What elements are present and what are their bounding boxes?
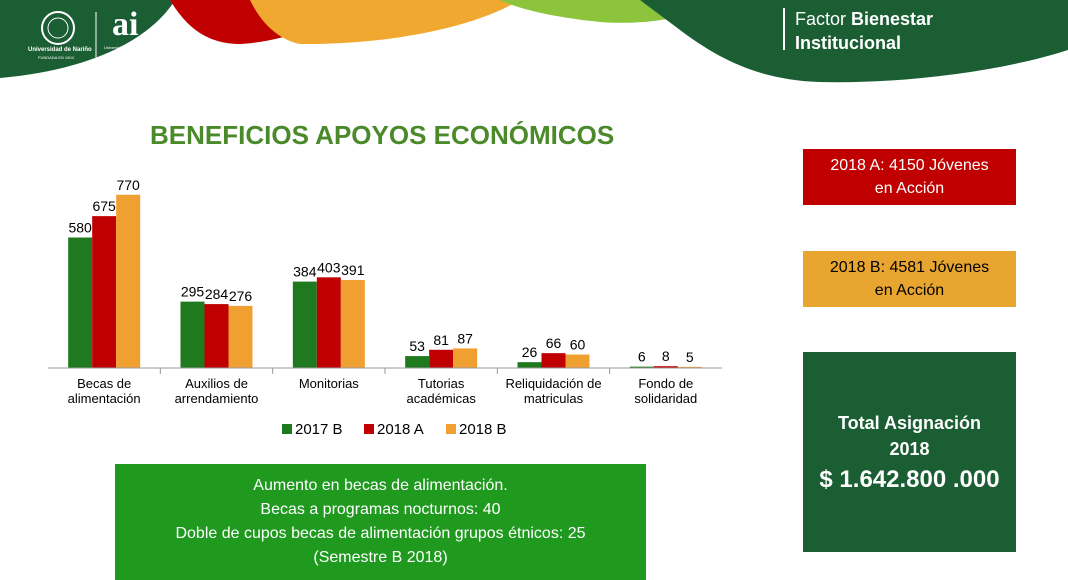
bar-2017b-1 [180, 301, 205, 368]
factor-title: Factor Bienestar Institucional [795, 7, 933, 55]
data-label-2017b-3: 53 [409, 338, 425, 354]
data-label-2018b-1: 276 [229, 288, 253, 304]
summary-line-1: Aumento en becas de alimentación. [253, 477, 508, 494]
legend-swatch-1 [364, 424, 374, 434]
data-label-2018a-3: 81 [433, 332, 449, 348]
total-allocation-box: Total Asignación 2018 $ 1.642.800 .000 [803, 352, 1016, 552]
legend-label-0: 2017 B [295, 421, 343, 438]
category-label-3: Tutorias [418, 376, 465, 391]
data-label-2017b-1: 295 [181, 284, 205, 300]
header-orange-wave [250, 0, 520, 45]
legend-label-1: 2018 A [377, 421, 424, 438]
total-label-line2: 2018 [889, 439, 930, 459]
data-label-2018b-2: 391 [341, 262, 365, 278]
data-label-2018b-4: 60 [570, 337, 586, 353]
factor-title-bold2: Institucional [795, 33, 902, 53]
category-label-5: Fondo de [638, 376, 693, 391]
summary-line-3: Doble de cupos becas de alimentación gru… [175, 525, 586, 542]
data-label-2018b-5: 5 [686, 349, 694, 365]
data-label-2017b-0: 580 [68, 220, 92, 236]
logo-ai-sub: Universidad de Nariño [104, 45, 144, 50]
bar-2018b-3 [453, 348, 478, 368]
logo-ai: ai [112, 6, 139, 43]
bar-2017b-0 [68, 237, 93, 368]
data-label-2017b-5: 6 [638, 349, 646, 365]
legend-swatch-2 [446, 424, 456, 434]
info-box-2018b: 2018 B: 4581 Jóvenes en Acción [803, 251, 1016, 307]
summary-line-4: (Semestre B 2018) [313, 549, 448, 566]
data-label-2018b-0: 770 [116, 177, 140, 193]
logo-udenar-sub: FUNDADA EN 1904 [38, 55, 74, 60]
category-label-1: arrendamiento [175, 391, 259, 406]
bar-2018b-2 [340, 280, 365, 368]
bar-2017b-5 [629, 366, 654, 368]
summary-box: Aumento en becas de alimentación. Becas … [115, 464, 646, 580]
legend-label-2: 2018 B [459, 421, 507, 438]
category-label-1: Auxilios de [185, 376, 248, 391]
bar-2017b-4 [517, 362, 542, 368]
data-label-2018a-1: 284 [205, 286, 229, 302]
bar-2018b-4 [565, 354, 590, 368]
category-label-0: alimentación [68, 391, 141, 406]
category-label-5: solidaridad [634, 391, 697, 406]
header-green-left [0, 0, 175, 78]
chart-title: BENEFICIOS APOYOS ECONÓMICOS [150, 120, 615, 150]
header-green-right [640, 0, 1068, 83]
bar-2018b-0 [116, 194, 141, 368]
info-box-2018a: 2018 A: 4150 Jóvenes en Acción [803, 149, 1016, 205]
category-label-2: Monitorias [299, 376, 359, 391]
data-label-2018a-5: 8 [662, 348, 670, 364]
total-label-line1: Total Asignación [837, 413, 981, 433]
data-label-2018a-2: 403 [317, 259, 341, 275]
data-label-2018a-4: 66 [546, 335, 562, 351]
header-banner [0, 0, 1068, 83]
box-2018a-line2: en Acción [874, 180, 945, 197]
bar-2018a-4 [541, 353, 566, 368]
data-label-2017b-4: 26 [522, 344, 538, 360]
box-2018a-line1: 2018 A: 4150 Jóvenes [830, 157, 989, 174]
logo-udenar-name: Universidad de Nariño [28, 47, 92, 53]
category-label-0: Becas de [77, 376, 131, 391]
factor-title-bold1: Bienestar [851, 9, 934, 29]
box-2018b-line1: 2018 B: 4581 Jóvenes [829, 259, 990, 276]
data-label-2017b-2: 384 [293, 264, 317, 280]
data-label-2018a-0: 675 [92, 198, 116, 214]
bar-2018a-0 [92, 216, 117, 368]
data-label-2018b-3: 87 [457, 330, 473, 346]
bar-2018b-1 [228, 305, 253, 368]
factor-title-part1: Factor [795, 9, 852, 29]
category-label-4: Reliquidación de [505, 376, 601, 391]
total-label: Total Asignación 2018 [838, 410, 981, 462]
bar-2018a-3 [429, 349, 454, 368]
bar-2017b-3 [405, 356, 430, 368]
bar-2018a-1 [204, 304, 229, 368]
summary-line-2: Becas a programas nocturnos: 40 [260, 501, 501, 518]
legend-swatch-0 [282, 424, 292, 434]
total-amount: $ 1.642.800 .000 [819, 466, 1000, 493]
box-2018b-line2: en Acción [874, 282, 945, 299]
bar-2018a-5 [653, 366, 678, 368]
category-label-3: académicas [406, 391, 476, 406]
bar-2017b-2 [292, 281, 317, 368]
bar-2018a-2 [316, 277, 341, 368]
udenar-seal-icon [41, 11, 75, 45]
bar-2018b-5 [677, 366, 702, 368]
category-label-4: matriculas [524, 391, 584, 406]
